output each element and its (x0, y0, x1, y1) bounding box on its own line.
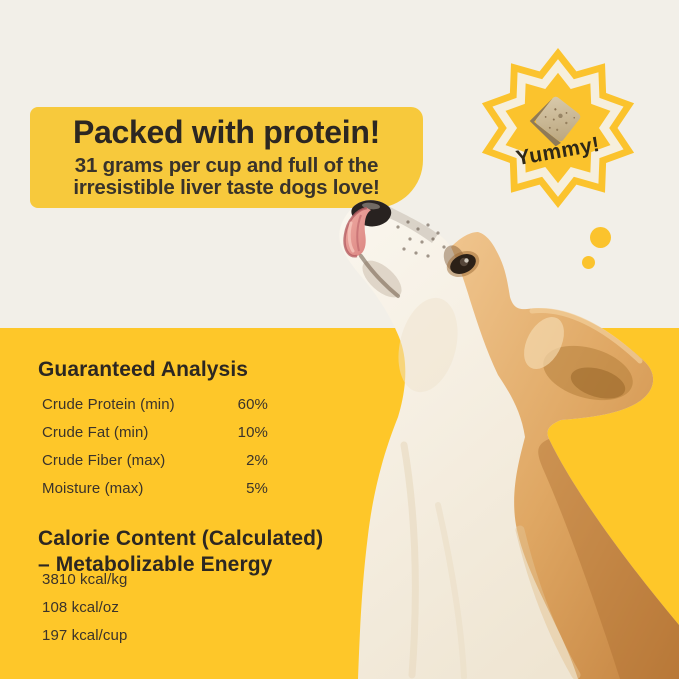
shoulder-shading (538, 439, 679, 679)
ear-base-tuft (524, 317, 564, 369)
fur-boundary-blend (515, 525, 581, 679)
hero-subtext-line2: irresistible liver taste dogs love! (73, 176, 380, 199)
analysis-label: Crude Protein (min) (42, 396, 175, 413)
corgi-dog-photo (339, 200, 679, 679)
calories-title: Calorie Content (Calculated) – Metaboliz… (38, 526, 323, 577)
thought-dot-large (590, 227, 611, 248)
thought-dot-small (582, 256, 595, 269)
chest-fur-shading (435, 502, 467, 679)
hero-headline: Packed with protein! (73, 114, 380, 151)
calories-title-line2: – Metabolizable Energy (38, 552, 273, 576)
list-item: 3810 kcal/kg (42, 571, 128, 588)
jaw-shading (362, 260, 402, 298)
treat-cube-icon (529, 96, 581, 147)
muzzle-shading (382, 206, 438, 243)
analysis-value: 5% (246, 480, 268, 497)
ear-rim-highlight (529, 307, 643, 364)
calorie-list: 3810 kcal/kg 108 kcal/oz 197 kcal/cup (42, 571, 127, 655)
table-row: Crude Fiber (max) 2% (42, 452, 268, 480)
whisker-dots (396, 220, 446, 258)
chest-fur-shading (400, 441, 419, 679)
analysis-value: 60% (237, 396, 268, 413)
mouth-line (359, 254, 400, 298)
analysis-label: Crude Fat (min) (42, 424, 149, 441)
analysis-value: 2% (246, 452, 268, 469)
ear-inner-shadow (570, 367, 626, 399)
analysis-table: Crude Protein (min) 60% Crude Fat (min) … (42, 396, 268, 508)
star-inner-ring (492, 59, 624, 197)
analysis-label: Moisture (max) (42, 480, 144, 497)
hero-subtext-line1: 31 grams per cup and full of the (74, 154, 379, 178)
calories-title-line1: Calorie Content (Calculated) (38, 527, 324, 550)
dog-eye (443, 245, 480, 278)
dog-tongue (343, 206, 371, 258)
list-item: 197 kcal/cup (42, 627, 128, 644)
yummy-starburst-badge (481, 48, 635, 208)
list-item: 108 kcal/oz (42, 599, 119, 616)
analysis-label: Crude Fiber (max) (42, 452, 166, 469)
table-row: Moisture (max) 5% (42, 480, 268, 508)
ear-inner-shading (543, 345, 633, 401)
analysis-title: Guaranteed Analysis (38, 358, 249, 381)
hero-subtext: 31 grams per cup and full of the irresis… (73, 154, 380, 199)
table-row: Crude Protein (min) 60% (42, 396, 268, 424)
analysis-value: 10% (237, 424, 268, 441)
table-row: Crude Fat (min) 10% (42, 424, 268, 452)
hero-callout-box: Packed with protein! 31 grams per cup an… (30, 107, 423, 208)
cheek-shading (398, 297, 458, 393)
